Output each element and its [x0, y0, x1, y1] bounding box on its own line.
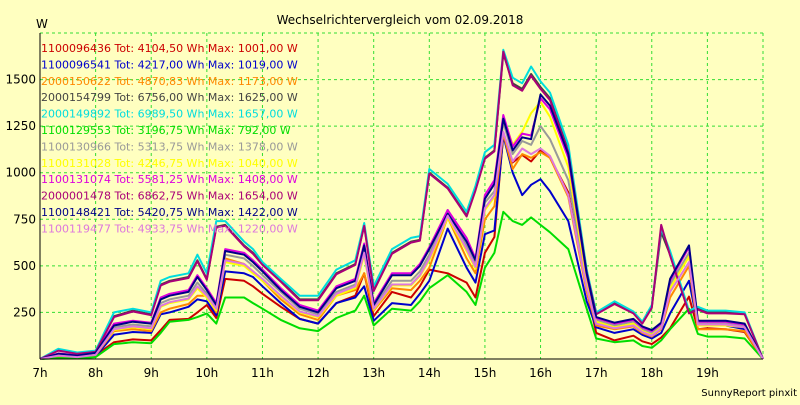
series-line-1100129553	[39, 210, 764, 360]
legend-entry-1100119477: 1100119477 Tot: 4933,75 Wh Max: 1220,00 …	[41, 222, 298, 235]
y-tick-label: 1000	[5, 166, 36, 180]
x-tick-label: 7h	[32, 366, 47, 380]
x-tick-label: 12h	[307, 366, 330, 380]
legend-entry-1100129553: 1100129553 Tot: 3196,75 Wh Max: 792,00 W	[41, 124, 291, 137]
chart-title: Wechselrichtervergleich vom 02.09.2018	[277, 13, 524, 27]
x-tick-label: 10h	[195, 366, 218, 380]
x-tick-label: 15h	[473, 366, 496, 380]
legend-entry-2000149892: 2000149892 Tot: 6989,50 Wh Max: 1657,00 …	[41, 108, 298, 121]
y-tick-label: 1250	[5, 119, 36, 133]
x-tick-label: 9h	[144, 366, 159, 380]
series-line-1100148421	[39, 93, 764, 360]
legend: 1100096436 Tot: 4104,50 Wh Max: 1001,00 …	[41, 42, 298, 235]
y-axis-unit-label: W	[36, 17, 48, 31]
x-tick-label: 8h	[88, 366, 103, 380]
legend-entry-2000154799: 2000154799 Tot: 6756,00 Wh Max: 1625,00 …	[41, 91, 298, 104]
series-line-2000001478	[39, 50, 764, 360]
x-tick-label: 19h	[696, 366, 719, 380]
x-tick-label: 11h	[251, 366, 274, 380]
legend-entry-2000150622: 2000150622 Tot: 4870,83 Wh Max: 1173,00 …	[41, 75, 298, 88]
x-tick-label: 14h	[418, 366, 441, 380]
legend-entry-1100096541: 1100096541 Tot: 4217,00 Wh Max: 1019,00 …	[41, 58, 298, 71]
x-tick-label: 18h	[640, 366, 663, 380]
series-line-1100096541	[39, 134, 764, 360]
y-tick-label: 1500	[5, 73, 36, 87]
legend-entry-1100131074: 1100131074 Tot: 5581,25 Wh Max: 1408,00 …	[41, 173, 298, 186]
x-tick-label: 16h	[529, 366, 552, 380]
series-line-1100130966	[39, 121, 764, 360]
x-tick-label: 17h	[585, 366, 608, 380]
series-lines	[39, 48, 764, 360]
axes: 7h 8h 9h 10h 11h 12h 13h 14h 15h 16h 17h 18h 19h 250 5…	[5, 33, 763, 380]
legend-entry-2000001478: 2000001478 Tot: 6862,75 Wh Max: 1654,00 …	[41, 190, 298, 203]
legend-entry-1100096436: 1100096436 Tot: 4104,50 Wh Max: 1001,00 …	[41, 42, 298, 55]
y-tick-label: 250	[13, 305, 36, 319]
y-tick-label: 500	[13, 259, 36, 273]
series-line-1100096436	[39, 133, 764, 360]
legend-entry-1100148421: 1100148421 Tot: 5420,75 Wh Max: 1422,00 …	[41, 206, 298, 219]
footer-credit: SunnyReport pinxit	[701, 388, 797, 399]
x-tick-label: 13h	[362, 366, 385, 380]
legend-entry-1100131028: 1100131028 Tot: 4246,75 Wh Max: 1040,00 …	[41, 157, 298, 170]
y-tick-label: 750	[13, 212, 36, 226]
legend-entry-1100130966: 1100130966 Tot: 5313,75 Wh Max: 1378,00 …	[41, 140, 298, 153]
series-line-1100119477	[39, 130, 764, 360]
